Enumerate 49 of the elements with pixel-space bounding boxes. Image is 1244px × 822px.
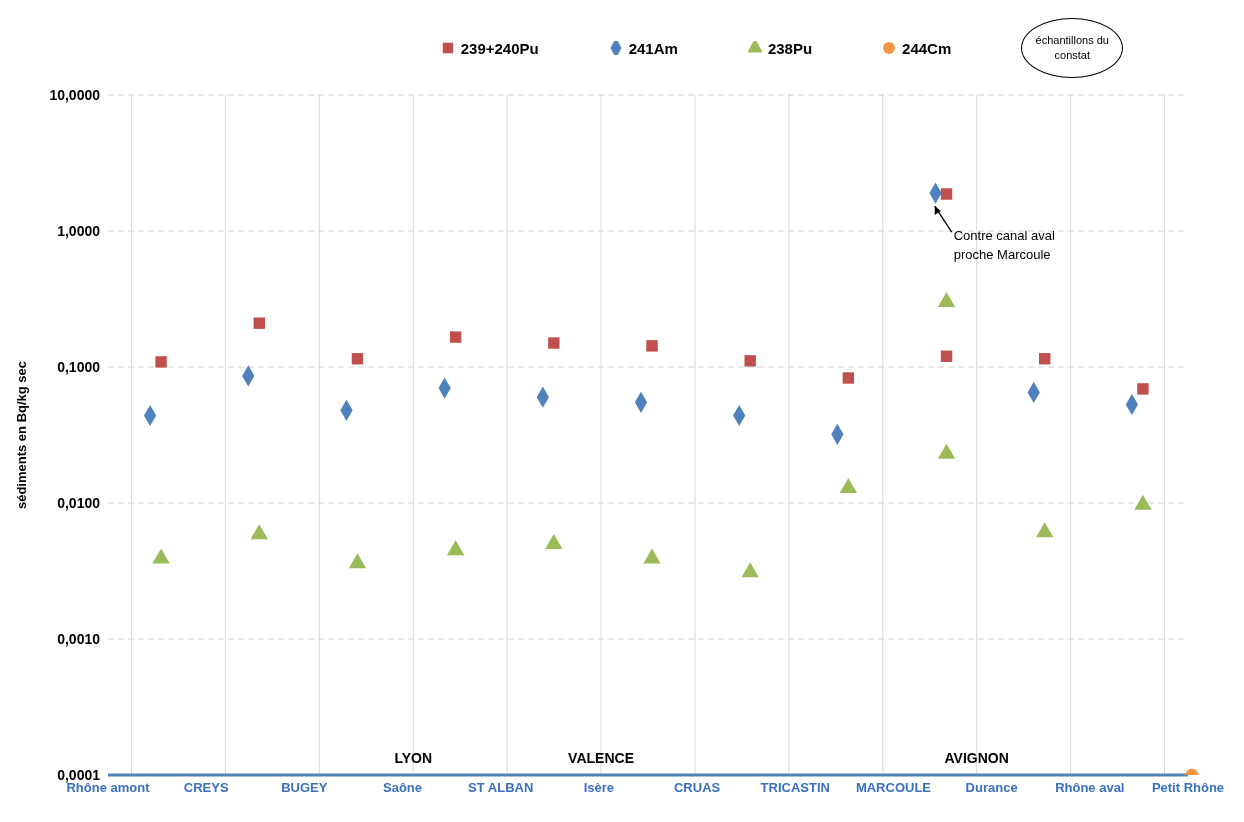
x-tick-label: Isère bbox=[583, 780, 615, 796]
x-tick-label: ST ALBAN bbox=[468, 780, 534, 796]
point bbox=[1137, 383, 1149, 395]
y-tick-label: 10,0000 bbox=[49, 86, 101, 103]
point bbox=[741, 562, 759, 578]
x-tick-label: CRUAS bbox=[673, 780, 721, 796]
y-tick-label: 0,0100 bbox=[57, 494, 101, 511]
point bbox=[1036, 522, 1054, 538]
x-tick-label: Petit Rhône bbox=[1151, 780, 1225, 796]
y-tick-label: 0,1000 bbox=[57, 358, 101, 375]
point bbox=[446, 540, 465, 556]
point bbox=[351, 353, 364, 365]
x-tick-label: MARCOULE bbox=[855, 780, 932, 796]
point bbox=[155, 356, 167, 368]
x-tick-label: CREYS bbox=[183, 780, 229, 796]
point bbox=[937, 443, 956, 459]
point bbox=[449, 331, 462, 343]
point bbox=[152, 548, 170, 564]
annotation: LYON bbox=[394, 750, 433, 766]
point bbox=[1134, 494, 1152, 510]
point bbox=[646, 340, 658, 352]
y-tick-label: 0,0001 bbox=[57, 766, 101, 783]
point bbox=[348, 553, 367, 569]
x-tick-label: BUGEY bbox=[281, 780, 328, 796]
legend-label: 239+240Pu bbox=[460, 39, 539, 57]
x-tick-label: Saône bbox=[383, 780, 423, 796]
x-tick-label: TRICASTIN bbox=[760, 780, 830, 796]
point bbox=[842, 372, 855, 384]
legend-label: 238Pu bbox=[767, 39, 813, 57]
y-tick-label: 1,0000 bbox=[57, 222, 101, 239]
point bbox=[940, 350, 953, 362]
annotation: AVIGNON bbox=[944, 750, 1009, 766]
point bbox=[940, 188, 953, 200]
y-axis-title: sédiments en Bq/kg sec bbox=[13, 360, 29, 510]
y-tick-label: 0,0010 bbox=[57, 630, 101, 647]
point bbox=[839, 477, 858, 493]
point bbox=[643, 548, 661, 564]
point bbox=[548, 337, 560, 349]
annotation: Contre canal aval proche Marcoule bbox=[953, 228, 1056, 263]
point bbox=[250, 524, 268, 540]
x-tick-label: Rhône aval bbox=[1055, 780, 1125, 796]
legend-label: 241Am bbox=[628, 39, 678, 57]
point bbox=[744, 355, 756, 367]
annotation: VALENCE bbox=[568, 750, 634, 766]
legend-label: 244Cm bbox=[902, 39, 952, 57]
point bbox=[1039, 353, 1051, 365]
x-tick-label: Durance bbox=[965, 780, 1018, 796]
point bbox=[545, 533, 563, 549]
point bbox=[253, 317, 265, 329]
